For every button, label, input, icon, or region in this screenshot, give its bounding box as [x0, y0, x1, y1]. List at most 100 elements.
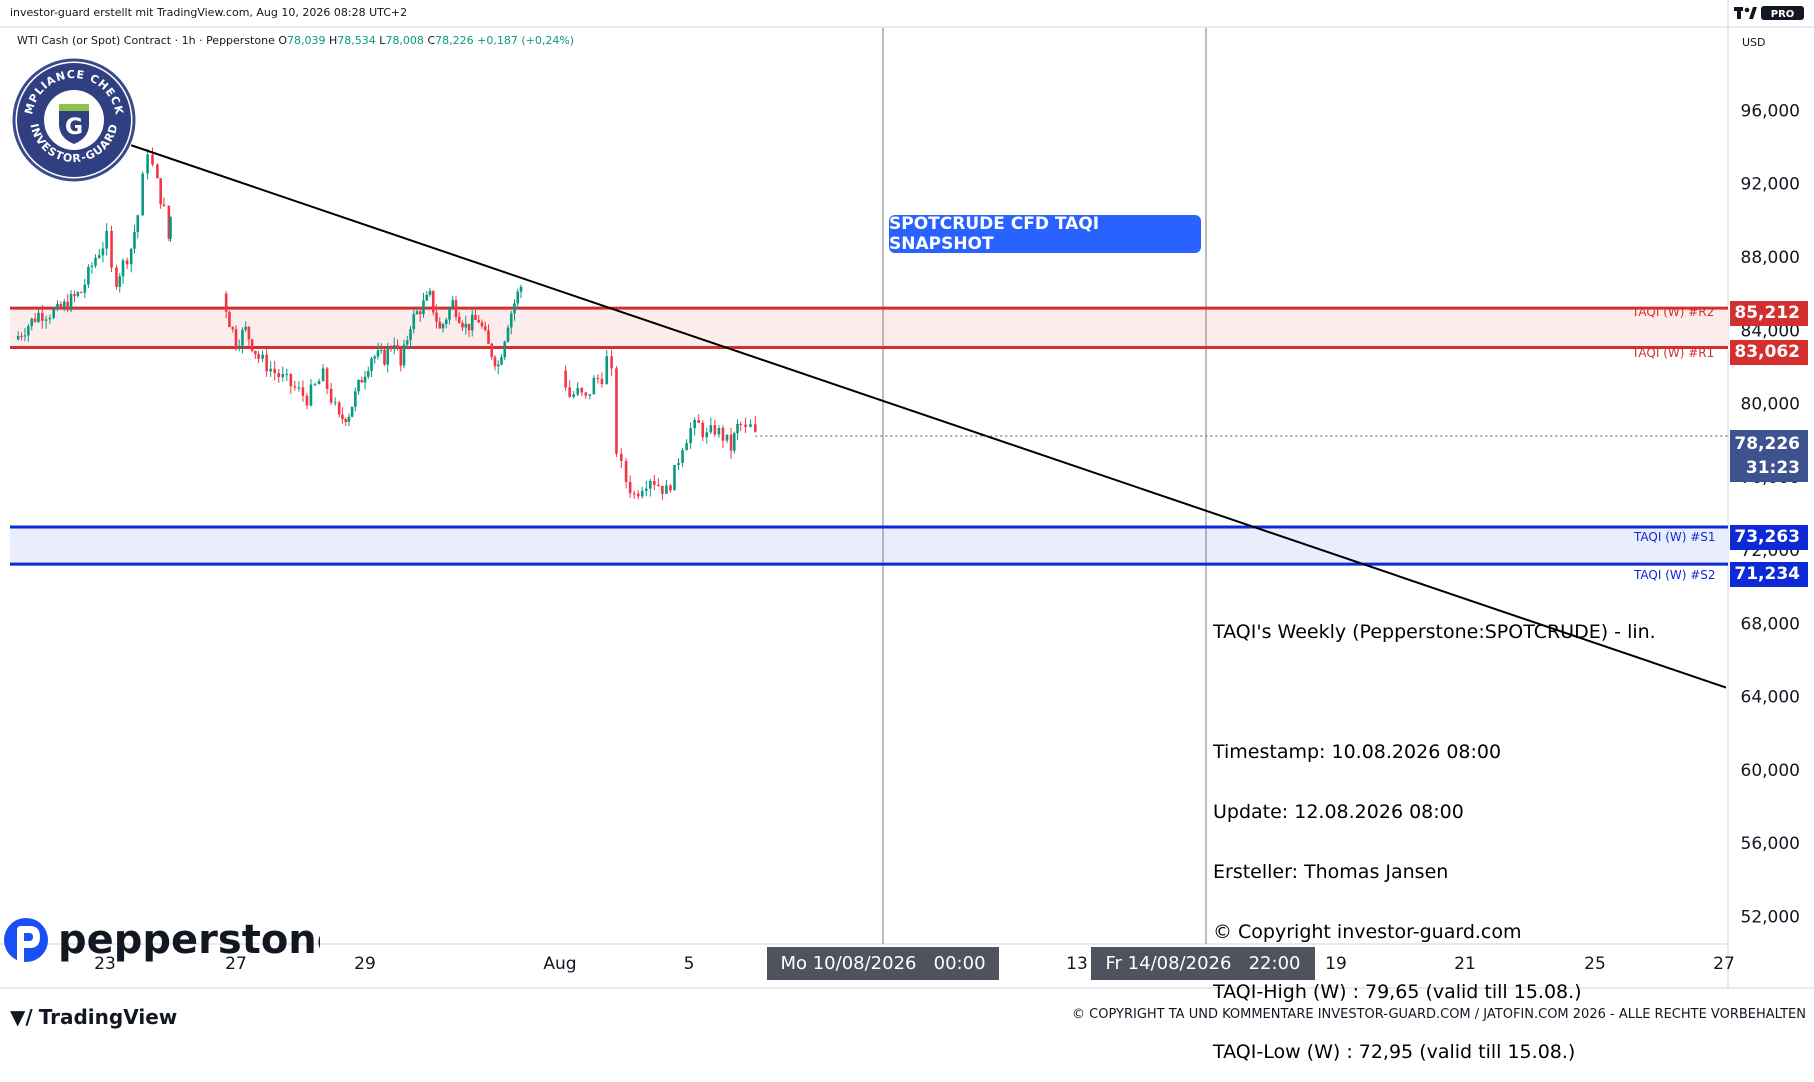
candle-body: [506, 327, 510, 342]
candle-body: [713, 425, 717, 435]
candle-body: [87, 266, 90, 285]
candle-body: [572, 394, 576, 397]
candle-body: [693, 419, 696, 429]
candle-body: [224, 293, 228, 312]
candle-body: [584, 392, 588, 396]
candle-body: [464, 323, 468, 328]
candle-body: [265, 354, 268, 372]
pepperstone-logo: pepperstone: [0, 910, 344, 974]
snapshot-label[interactable]: SPOTCRUDE CFD TAQI SNAPSHOT: [889, 214, 1201, 254]
support-zone: [10, 526, 1728, 565]
price-tag-s2: 71,234: [1730, 562, 1808, 587]
candle-body: [156, 164, 159, 179]
candle-body: [431, 290, 435, 313]
candle-body: [615, 368, 618, 454]
candle-body: [244, 326, 247, 331]
y-tick-label: 80,000: [1741, 395, 1800, 415]
tradingview-logo: ▼/TradingView: [10, 1005, 178, 1029]
candle-body: [519, 286, 523, 292]
symbol-legend: WTI Cash (or Spot) Contract · 1h · Peppe…: [17, 34, 574, 47]
svg-text:pepperstone: pepperstone: [58, 917, 320, 963]
candle-body: [435, 312, 438, 322]
bar-countdown: 31:23: [1745, 458, 1800, 478]
note-line: TAQI-High (W) : 79,65 (valid till 15.08.…: [1213, 981, 1582, 1003]
note-line: Update: 12.08.2026 08:00: [1213, 801, 1464, 823]
candle-body: [685, 443, 688, 451]
candle-body: [133, 232, 136, 249]
y-tick-label: 92,000: [1741, 175, 1800, 195]
price-tag-s1: 73,263: [1730, 525, 1808, 550]
candle-body: [568, 387, 571, 397]
candle-body: [27, 326, 30, 336]
candle-body: [487, 330, 490, 344]
candle-body: [619, 453, 623, 461]
candle-body: [23, 335, 27, 337]
candle-body: [341, 414, 344, 419]
candle-body: [56, 303, 59, 310]
candle-body: [277, 373, 281, 378]
candle-body: [69, 294, 73, 311]
candle-body: [418, 311, 422, 315]
ohlc-low: L78,008: [379, 34, 424, 47]
candle-body: [701, 422, 705, 438]
x-tick-label: 19: [1325, 954, 1347, 974]
x-tick-label: 25: [1584, 954, 1606, 974]
candle-body: [503, 341, 507, 358]
candle-body: [389, 347, 393, 350]
candle-body: [33, 318, 37, 322]
tradingview-pro-logo: PRO: [1734, 4, 1806, 22]
candle-body: [159, 178, 162, 205]
candle-body: [94, 257, 97, 266]
svg-text:G: G: [65, 115, 83, 140]
candle-body: [653, 480, 656, 485]
xaxis-date-highlight-start: Mo 10/08/2026 00:00: [767, 947, 999, 980]
candle-body: [373, 356, 377, 359]
level-label-r1: TAQI (W) #R1: [1632, 346, 1715, 360]
candle-body: [305, 395, 309, 406]
candle-body: [20, 335, 23, 337]
candle-body: [457, 316, 461, 323]
candle-body: [477, 319, 481, 323]
candle-body: [665, 485, 668, 494]
candle-body: [350, 406, 354, 417]
chart-canvas[interactable]: 96,00092,00088,00084,00080,00076,00072,0…: [0, 0, 1814, 1035]
candle-body: [600, 378, 604, 385]
candle-body: [576, 387, 580, 395]
level-label-s1: TAQI (W) #S1: [1634, 530, 1716, 544]
candle-body: [66, 301, 69, 311]
note-line: Timestamp: 10.08.2026 08:00: [1213, 741, 1502, 763]
candle-body: [169, 216, 172, 239]
candle-body: [496, 364, 500, 367]
candle-body: [480, 322, 484, 327]
x-tick-label: 5: [684, 954, 695, 974]
candle-body: [415, 311, 419, 315]
candle-body: [44, 319, 48, 321]
candle-body: [736, 424, 739, 434]
candle-body: [146, 154, 149, 174]
candle-body: [697, 419, 700, 423]
candle-body: [285, 373, 289, 375]
candle-body: [428, 290, 432, 295]
footer-copyright: © COPYRIGHT TA UND KOMMENTARE INVESTOR-G…: [1072, 1007, 1806, 1022]
candle-body: [386, 347, 390, 365]
currency-label: USD: [1742, 36, 1766, 49]
candle-body: [52, 309, 55, 318]
y-tick-label: 60,000: [1741, 761, 1800, 781]
candle-body: [37, 312, 40, 322]
candle-body: [136, 215, 140, 233]
candle-body: [399, 348, 403, 366]
ohlc-open: O78,039: [278, 34, 326, 47]
candle-body: [357, 380, 360, 392]
x-tick-label: 13: [1066, 954, 1088, 974]
candle-body: [461, 322, 464, 328]
candle-body: [347, 416, 351, 423]
candle-body: [632, 493, 636, 495]
candle-body: [30, 318, 34, 327]
x-tick-label: 29: [354, 954, 376, 974]
candle-body: [422, 300, 425, 315]
y-tick-label: 52,000: [1741, 908, 1800, 928]
candle-body: [273, 368, 276, 374]
ohlc-close: C78,226: [427, 34, 474, 47]
y-tick-label: 88,000: [1741, 248, 1800, 268]
trendline: [130, 144, 1727, 689]
